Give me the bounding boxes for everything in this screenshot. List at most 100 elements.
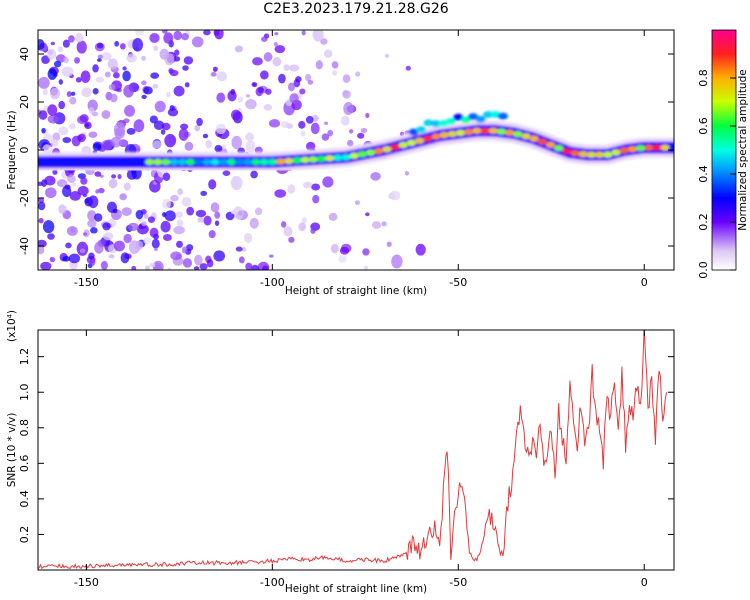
noise-blob bbox=[101, 52, 112, 61]
noise-blob bbox=[153, 247, 158, 251]
noise-blob bbox=[92, 88, 99, 95]
ridge-cell bbox=[177, 159, 187, 165]
noise-blob bbox=[384, 53, 390, 58]
ridge-cell bbox=[619, 147, 629, 154]
noise-blob bbox=[298, 120, 306, 129]
noise-blob bbox=[200, 190, 208, 196]
noise-blob bbox=[280, 221, 287, 228]
noise-blob bbox=[261, 36, 268, 42]
noise-blob bbox=[234, 45, 244, 53]
noise-blob bbox=[41, 55, 50, 65]
noise-blob bbox=[289, 64, 300, 72]
noise-blob bbox=[288, 236, 295, 243]
noise-blob bbox=[230, 109, 241, 121]
colorbar-tick-label: 0.0 bbox=[697, 261, 710, 279]
noise-blob bbox=[388, 193, 396, 200]
noise-blob bbox=[58, 79, 64, 85]
noise-blob bbox=[302, 181, 313, 189]
noise-blob bbox=[38, 201, 46, 211]
noise-blob bbox=[348, 129, 354, 134]
noise-blob bbox=[237, 96, 244, 103]
ridge-cell bbox=[275, 158, 285, 165]
spectrogram-panel: -150 -100 -50 0 -40 -20 0 20 40 Height of straig… bbox=[6, 29, 749, 297]
noise-blob bbox=[184, 141, 194, 151]
ridge-cell bbox=[169, 159, 179, 165]
noise-blob bbox=[371, 221, 382, 229]
noise-blob bbox=[141, 94, 147, 100]
noise-blob bbox=[53, 60, 62, 68]
noise-blob bbox=[114, 40, 120, 47]
noise-blob bbox=[289, 93, 299, 104]
noise-blob bbox=[41, 179, 48, 187]
y-tick-label: 1.2 bbox=[18, 348, 31, 366]
noise-blob bbox=[245, 132, 255, 142]
noise-blob bbox=[199, 263, 208, 270]
ridge-cell bbox=[464, 128, 474, 135]
noise-blob bbox=[76, 40, 87, 54]
noise-blob bbox=[191, 36, 204, 48]
noise-blob bbox=[163, 32, 174, 44]
noise-blob bbox=[404, 171, 410, 176]
ridge-cell bbox=[603, 151, 613, 158]
noise-blob bbox=[113, 240, 125, 252]
noise-blob bbox=[152, 83, 159, 89]
noise-blob bbox=[47, 114, 59, 124]
noise-blob bbox=[88, 131, 98, 138]
noise-blob bbox=[160, 129, 166, 135]
noise-blob bbox=[162, 233, 172, 242]
noise-blob bbox=[268, 254, 274, 258]
ridge-cell bbox=[529, 135, 539, 142]
noise-blob bbox=[287, 82, 295, 92]
noise-blob bbox=[101, 110, 111, 119]
ridge-cell bbox=[235, 159, 245, 165]
noise-blob bbox=[181, 246, 188, 254]
noise-blob bbox=[87, 219, 97, 228]
noise-blob bbox=[91, 111, 99, 117]
noise-blob bbox=[85, 123, 90, 128]
ridge-upper-cell bbox=[445, 117, 456, 125]
noise-blob bbox=[50, 41, 55, 46]
noise-blob bbox=[195, 209, 207, 218]
noise-blob bbox=[321, 133, 330, 141]
colorbar bbox=[711, 29, 737, 271]
x-tick-label: 0 bbox=[641, 576, 648, 589]
noise-blob bbox=[135, 209, 144, 220]
noise-blob bbox=[212, 66, 219, 72]
noise-blob bbox=[38, 76, 50, 89]
spectrogram-noise bbox=[38, 30, 426, 270]
noise-blob bbox=[162, 212, 167, 218]
noise-blob bbox=[117, 173, 122, 180]
noise-blob bbox=[205, 139, 213, 149]
ridge-upper-cell bbox=[453, 113, 464, 121]
noise-blob bbox=[80, 177, 88, 185]
ridge-cell bbox=[308, 156, 318, 163]
ridge-cell bbox=[660, 144, 670, 151]
noise-blob bbox=[64, 184, 71, 190]
noise-blob bbox=[272, 57, 282, 67]
ridge-cell bbox=[431, 133, 441, 140]
top-y-axis-label: Frequency (Hz) bbox=[6, 110, 18, 189]
noise-blob bbox=[278, 73, 286, 84]
bottom-y-axis-label: SNR (10 * v/v) bbox=[6, 413, 18, 488]
noise-blob bbox=[153, 45, 159, 51]
noise-blob bbox=[94, 213, 103, 222]
noise-blob bbox=[141, 221, 147, 227]
noise-blob bbox=[330, 243, 339, 254]
noise-blob bbox=[320, 38, 328, 45]
noise-blob bbox=[102, 232, 114, 241]
noise-blob bbox=[243, 232, 253, 243]
ridge-cell bbox=[153, 159, 163, 165]
noise-blob bbox=[173, 226, 185, 235]
noise-blob bbox=[216, 71, 228, 82]
noise-blob bbox=[112, 214, 121, 221]
noise-blob bbox=[232, 206, 244, 220]
noise-blob bbox=[122, 66, 127, 71]
noise-blob bbox=[131, 265, 137, 270]
noise-blob bbox=[47, 104, 58, 116]
noise-blob bbox=[274, 189, 287, 198]
noise-blob bbox=[280, 121, 290, 129]
noise-blob bbox=[149, 32, 160, 43]
noise-blob bbox=[252, 82, 258, 88]
noise-blob bbox=[365, 212, 370, 217]
